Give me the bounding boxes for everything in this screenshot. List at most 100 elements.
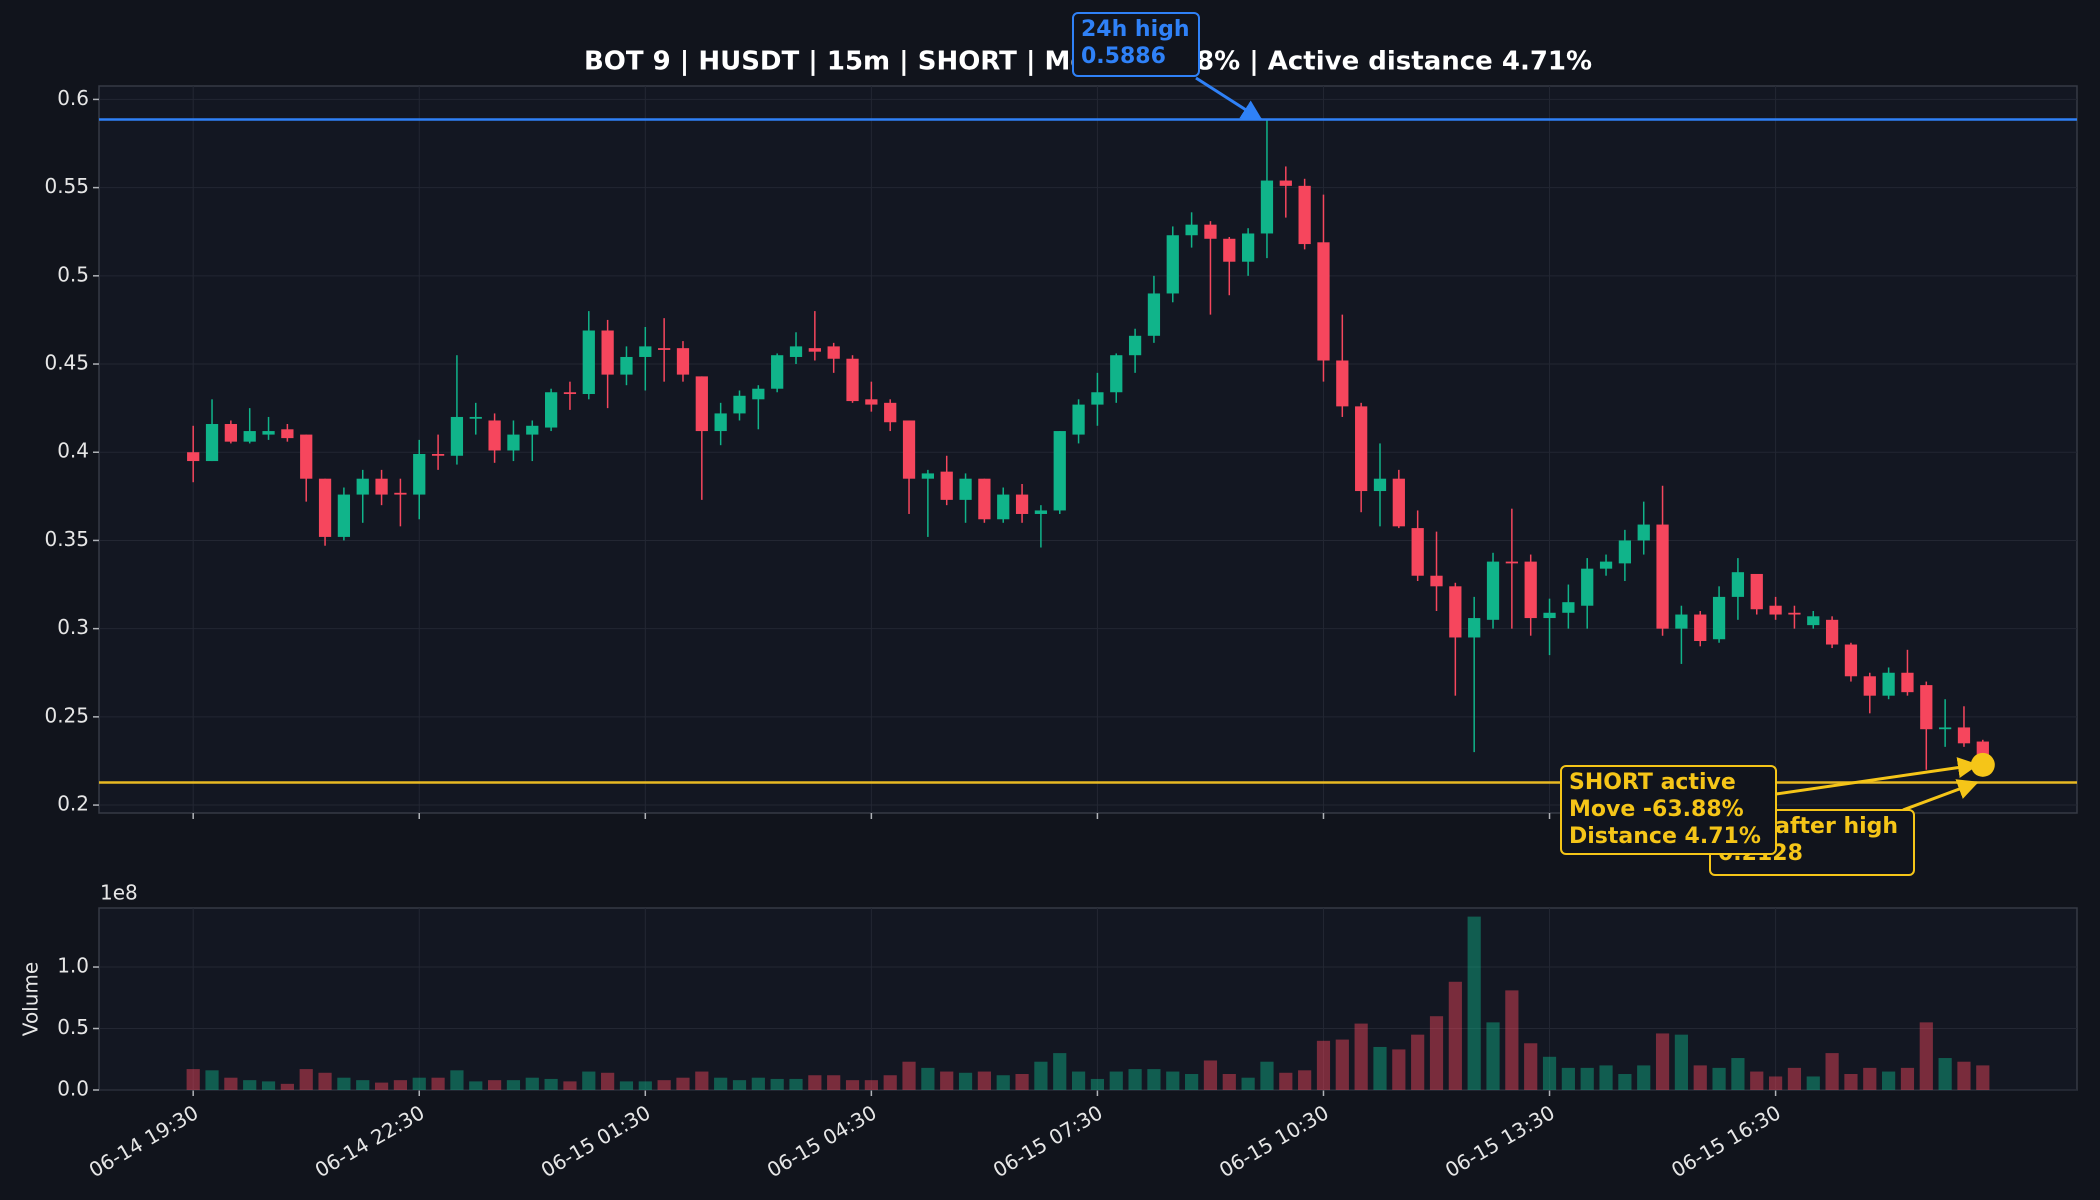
candle-body [1656, 524, 1669, 629]
candle-body [1110, 355, 1123, 393]
candle-body [1825, 619, 1839, 645]
candle-body [827, 346, 840, 359]
candle-body [281, 429, 294, 439]
volume-bar [864, 1080, 878, 1090]
volume-bar [1580, 1067, 1594, 1090]
volume-bar [1053, 1053, 1067, 1090]
volume-bar [582, 1071, 596, 1090]
candle-body [733, 395, 746, 414]
volume-bar [1618, 1074, 1632, 1090]
volume-bar [1241, 1077, 1255, 1090]
candle-body [1223, 238, 1236, 262]
volume-bar [1090, 1078, 1105, 1090]
x-tick-label: 06-14 22:30 [311, 1100, 429, 1182]
volume-bar [1674, 1034, 1688, 1090]
volume-bar [412, 1077, 426, 1090]
volume-bar [356, 1080, 370, 1090]
candle-body [601, 330, 614, 375]
volume-bar [1825, 1053, 1839, 1090]
annotation-arrow [1775, 757, 1979, 796]
candle-body [544, 392, 558, 428]
y-tick-label: 0.5 [57, 1015, 89, 1039]
volume-bar [186, 1069, 200, 1090]
volume-bar [1655, 1033, 1670, 1090]
candle-body [1694, 614, 1707, 641]
volume-bar [1505, 990, 1519, 1090]
candle-body [808, 348, 821, 352]
candle-body [1449, 586, 1462, 638]
candle-body [921, 473, 934, 479]
volume-bar [1354, 1023, 1368, 1090]
candle-body [1260, 180, 1274, 234]
volume-bar [676, 1077, 690, 1090]
volume-bar [1731, 1058, 1745, 1090]
candle-body [1411, 528, 1424, 576]
candle-body [658, 348, 671, 350]
candle-body [771, 355, 784, 389]
y-tick-label: 0.6 [57, 86, 89, 110]
volume-bar [318, 1072, 332, 1090]
volume-bar [845, 1080, 860, 1090]
candle-body [902, 420, 916, 479]
y-tick-label: 0.35 [44, 527, 89, 551]
volume-bar [1938, 1058, 1952, 1090]
volume-bar [1034, 1061, 1048, 1090]
volume-bar [1147, 1069, 1161, 1090]
volume-bar [1185, 1074, 1199, 1090]
volume-bar [1279, 1072, 1293, 1090]
volume-bar [1109, 1071, 1123, 1090]
volume-bar [1166, 1071, 1180, 1090]
candle-body [224, 424, 237, 442]
candle-body [1128, 335, 1142, 356]
annotation-text: Move -63.88% [1569, 797, 1744, 822]
volume-bar [1298, 1070, 1312, 1090]
volume-bar [1467, 916, 1481, 1090]
annotation-text: Distance 4.71% [1569, 824, 1761, 849]
candle-body [978, 478, 991, 520]
candle-body [1373, 478, 1387, 492]
volume-bar [1561, 1067, 1575, 1090]
volume-bar [1486, 1022, 1500, 1090]
volume-bar [469, 1081, 483, 1090]
volume-bar [1637, 1065, 1651, 1090]
candle-body [1279, 180, 1292, 186]
candle-body [997, 494, 1010, 520]
volume-axis-label: Volume [19, 962, 43, 1036]
annotation-box [1560, 765, 1777, 855]
candle-body [1468, 618, 1481, 638]
candle-body [1901, 672, 1914, 693]
volume-bar [1392, 1049, 1406, 1090]
volume-bar [488, 1080, 502, 1090]
candle-body [1505, 561, 1518, 564]
candle-body [1788, 612, 1801, 615]
volume-bar [280, 1083, 294, 1090]
candle-body [300, 434, 313, 479]
annotation-arrow [1195, 76, 1263, 121]
candle-body [526, 425, 539, 435]
candle-body [1392, 478, 1405, 527]
volume-bar [205, 1070, 219, 1090]
candle-body [676, 348, 690, 375]
candle-body [1355, 406, 1368, 492]
y-tick-label: 0.0 [57, 1077, 89, 1101]
volume-bar [770, 1078, 784, 1090]
candle-body [1562, 602, 1575, 613]
volume-bar [1750, 1071, 1764, 1090]
volume-bar [525, 1077, 539, 1090]
volume-bar [1599, 1065, 1613, 1090]
volume-bar [1448, 981, 1462, 1090]
candle-body [375, 478, 388, 495]
x-tick-label: 06-15 01:30 [537, 1100, 655, 1182]
volume-bar [374, 1082, 389, 1090]
volume-bar [714, 1077, 728, 1090]
volume-bar [544, 1078, 558, 1090]
candle-body [1204, 224, 1217, 239]
annotation-box [1072, 12, 1200, 77]
y-tick-label: 0.25 [44, 703, 89, 727]
volume-bar [695, 1071, 709, 1090]
candle-body [1750, 573, 1763, 610]
volume-bar [883, 1075, 897, 1090]
candle-body [469, 416, 482, 419]
candle-body [1524, 561, 1537, 619]
candle-body [1581, 568, 1594, 606]
